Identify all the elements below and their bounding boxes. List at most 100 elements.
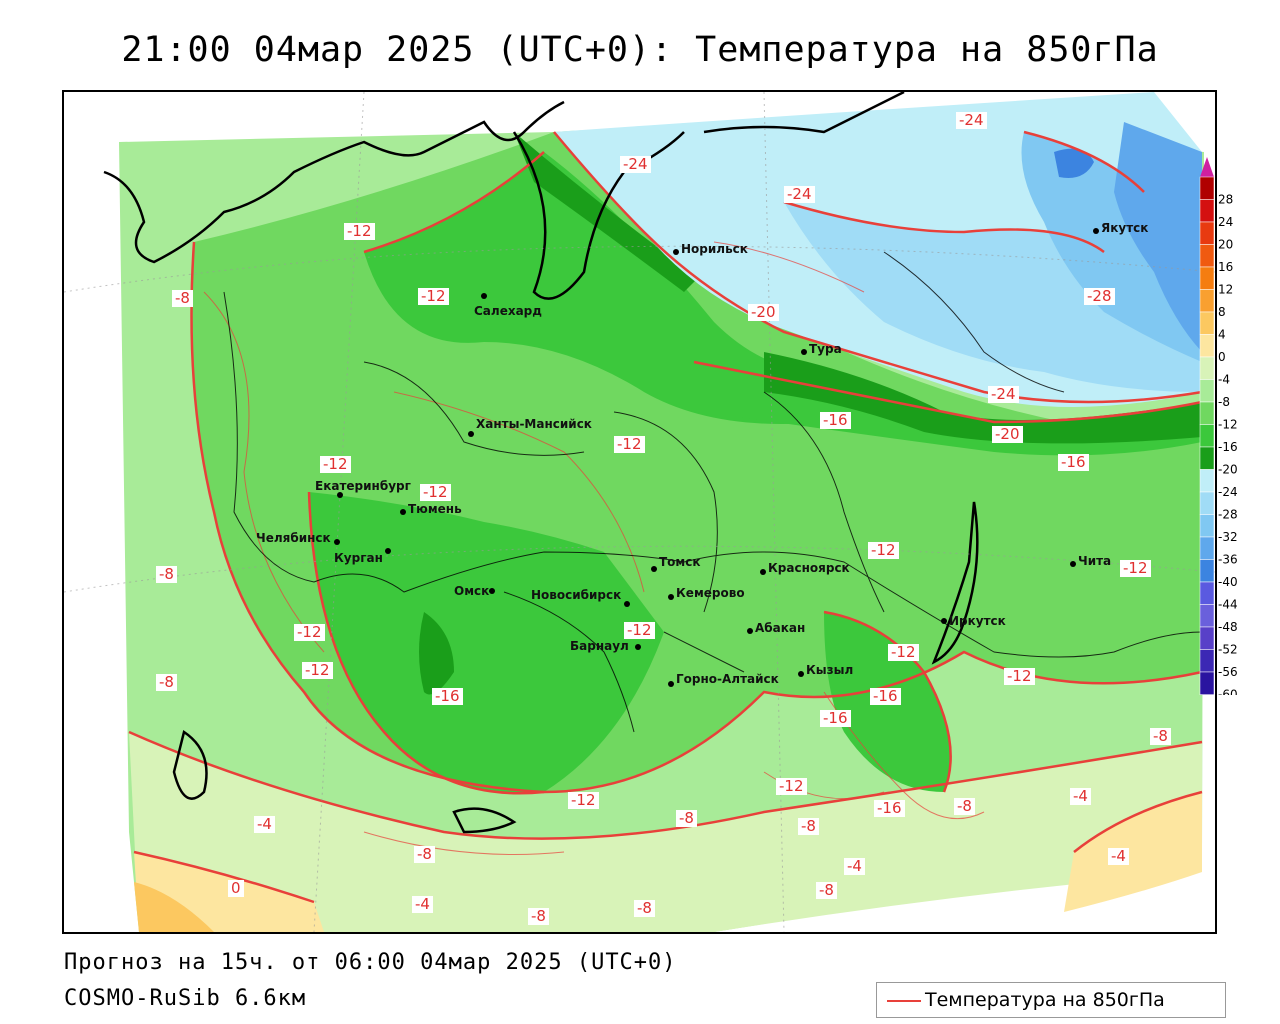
contour-label: -8	[954, 798, 975, 815]
model-name: COSMO-RuSib 6.6км	[64, 986, 307, 1011]
contour-label: -24	[956, 112, 987, 129]
city-marker	[400, 509, 406, 515]
city-label-yakutsk: Якутск	[1101, 221, 1149, 235]
contour-label: -12	[320, 456, 351, 473]
city-label-ekaterinburg: Екатеринбург	[315, 479, 411, 493]
contour-label: -8	[528, 908, 549, 925]
color-scale: 28 24 20 16 12 8 4 0 -4 -8 -12 -16 -20 -24 -28 -32 -36 -4…	[1196, 155, 1280, 737]
scale-tick-label: 24	[1218, 215, 1233, 229]
scale-tick-label: -8	[1218, 395, 1230, 409]
scale-swatch	[1199, 694, 1215, 718]
scale-tick-label: -44	[1218, 598, 1238, 612]
scale-tick-label: 12	[1218, 283, 1233, 297]
city-marker	[673, 249, 679, 255]
scale-tick-label: -60	[1218, 688, 1238, 696]
scale-swatch	[1199, 424, 1215, 448]
contour-label: -12	[418, 288, 449, 305]
city-label-tomsk: Томск	[659, 555, 701, 569]
scale-tick-label: 8	[1218, 305, 1226, 319]
temperature-map: -24 -24 -24 -28 -12 -8 -12 -20 -16 -24 -…	[62, 90, 1217, 934]
city-label-norilsk: Норильск	[681, 242, 748, 256]
city-marker	[668, 594, 674, 600]
scale-swatch	[1199, 401, 1215, 425]
city-marker	[337, 492, 343, 498]
scale-swatch	[1199, 671, 1215, 695]
contour-label: -8	[1150, 728, 1171, 745]
scale-swatch	[1199, 581, 1215, 605]
scale-swatch	[1199, 356, 1215, 380]
scale-swatch	[1199, 334, 1215, 358]
contour-label: -8	[634, 900, 655, 917]
scale-tick-label: -36	[1218, 553, 1238, 567]
contour-label: -16	[432, 688, 463, 705]
city-label-tyumen: Тюмень	[408, 502, 462, 516]
contour-label: -4	[1070, 788, 1091, 805]
city-marker	[481, 293, 487, 299]
scale-tick-label: -12	[1218, 418, 1238, 432]
contour-label: -12	[344, 223, 375, 240]
contour-label: -28	[1084, 288, 1115, 305]
map-title: 21:00 04мар 2025 (UTC+0): Температура на…	[121, 30, 1159, 70]
scale-swatch	[1199, 649, 1215, 673]
scale-swatch	[1199, 244, 1215, 268]
contour-label: -12	[568, 792, 599, 809]
contour-label: -24	[988, 386, 1019, 403]
contour-label: -12	[624, 622, 655, 639]
city-label-tura: Тура	[809, 342, 842, 356]
contour-label: -16	[874, 800, 905, 817]
scale-swatch	[1199, 514, 1215, 538]
contour-label: -8	[172, 290, 193, 307]
city-label-novosibirsk: Новосибирск	[531, 588, 622, 602]
city-marker	[624, 601, 630, 607]
contour-label: -8	[676, 810, 697, 827]
contour-label: -4	[1108, 848, 1129, 865]
scale-tick-label: 20	[1218, 238, 1233, 252]
city-label-chelyabinsk: Челябинск	[256, 531, 331, 545]
contour-label: -20	[992, 426, 1023, 443]
scale-swatch	[1199, 199, 1215, 223]
scale-swatch	[1199, 626, 1215, 650]
contour-label: -12	[1120, 560, 1151, 577]
city-label-khanty-mansiysk: Ханты-Мансийск	[476, 417, 592, 431]
legend-line-swatch	[887, 1000, 921, 1002]
scale-swatch	[1199, 559, 1215, 583]
scale-swatch	[1199, 604, 1215, 628]
scale-swatch	[1199, 289, 1215, 313]
city-label-kyzyl: Кызыл	[806, 663, 854, 677]
contour-label: -24	[620, 156, 651, 173]
scale-top-arrow	[1200, 157, 1214, 177]
scale-tick-label: -32	[1218, 530, 1238, 544]
contour-label: -16	[820, 710, 851, 727]
city-label-irkutsk: Иркутск	[949, 614, 1006, 628]
scale-swatch	[1199, 221, 1215, 245]
scale-swatch	[1199, 176, 1215, 200]
contour-label: -4	[412, 896, 433, 913]
contour-label: -8	[156, 566, 177, 583]
city-marker	[668, 681, 674, 687]
contour-label: -12	[888, 644, 919, 661]
scale-tick-label: -28	[1218, 508, 1238, 522]
contour-label: -12	[868, 542, 899, 559]
city-label-gorno-altaysk: Горно-Алтайск	[676, 672, 779, 686]
contour-label: -20	[748, 304, 779, 321]
contour-label: -12	[294, 624, 325, 641]
scale-tick-label: -40	[1218, 575, 1238, 589]
contour-label: -8	[798, 818, 819, 835]
city-marker	[747, 628, 753, 634]
contour-label: 0	[228, 880, 244, 897]
scale-tick-label: 28	[1218, 193, 1233, 207]
city-marker	[1093, 228, 1099, 234]
city-marker	[489, 588, 495, 594]
contour-label: -12	[1004, 668, 1035, 685]
scale-tick-label: -48	[1218, 620, 1238, 634]
city-marker	[801, 349, 807, 355]
contour-label: -8	[816, 882, 837, 899]
scale-tick-label: -4	[1218, 373, 1230, 387]
city-marker	[651, 566, 657, 572]
scale-swatch	[1199, 379, 1215, 403]
color-scale-bar: 28 24 20 16 12 8 4 0 -4 -8 -12 -16 -20 -24 -28 -32 -36 -4…	[1199, 157, 1238, 737]
scale-tick-label: 16	[1218, 260, 1233, 274]
city-marker	[1070, 561, 1076, 567]
contour-label: -8	[156, 674, 177, 691]
city-label-krasnoyarsk: Красноярск	[768, 561, 850, 575]
